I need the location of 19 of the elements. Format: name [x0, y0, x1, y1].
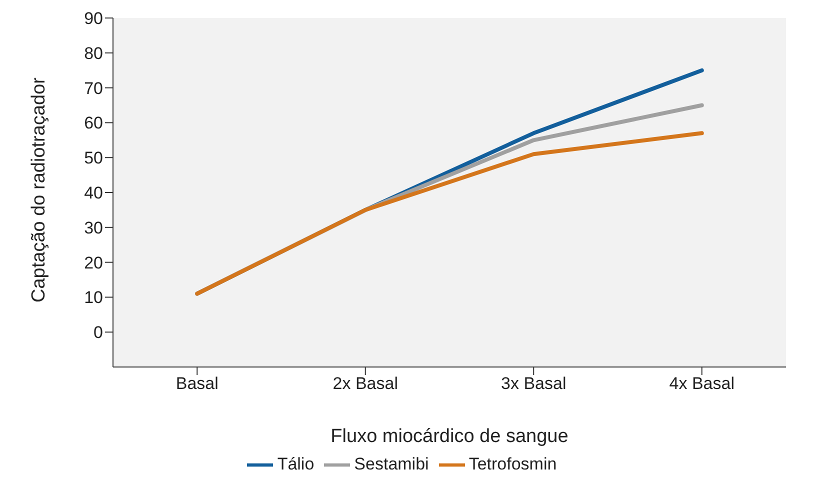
- legend-label: Tálio: [277, 454, 314, 474]
- legend-label: Sestamibi: [354, 454, 429, 474]
- x-tick-label: 3x Basal: [501, 374, 566, 394]
- x-tick-label: 4x Basal: [669, 374, 734, 394]
- y-axis-title: Captação do radiotraçador: [28, 76, 50, 302]
- y-tick-label: 70: [84, 78, 103, 98]
- y-tick-label: 20: [84, 253, 103, 272]
- y-tick-label: 90: [84, 9, 103, 28]
- y-tick-label: 0: [94, 323, 103, 342]
- x-tick-label: 2x Basal: [332, 374, 398, 394]
- y-tick-label: 50: [84, 148, 103, 168]
- y-tick-label: 80: [84, 44, 103, 63]
- y-tick-label: 40: [84, 184, 103, 203]
- legend-label: Tetrofosmin: [468, 454, 557, 474]
- x-tick-label: Basal: [176, 374, 218, 394]
- y-tick-label: 60: [84, 114, 103, 133]
- x-axis-title: Fluxo miocárdico de sangue: [330, 426, 568, 447]
- y-tick-label: 30: [84, 218, 103, 238]
- y-tick-label: 10: [84, 288, 103, 308]
